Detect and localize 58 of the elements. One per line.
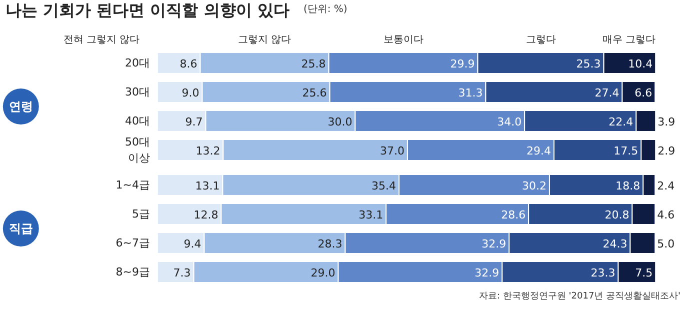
data-label: 28.6 [501,208,526,222]
data-label: 22.4 [608,116,634,128]
data-label: 23.3 [590,266,616,280]
series-label: 그렇지 않다 [238,34,292,46]
data-label: 35.4 [372,180,396,192]
data-label: 13.2 [196,144,220,158]
series-label: 매우 그렇다 [602,34,656,46]
data-label: 8.6 [180,58,198,70]
data-label: 32.9 [474,266,500,280]
y-tick-label: 5급 [132,208,150,220]
y-tick-label: 6~7급 [116,236,150,250]
data-label: 7.5 [635,266,653,280]
text: 직급 [8,222,33,236]
text: 자료: 한국행정연구원 '2017년 공직생활실태조사' [479,292,680,302]
data-label: 2.4 [657,180,675,192]
data-label: 29.0 [310,266,336,280]
data-label: 7.3 [173,266,191,280]
data-label: 25.6 [302,86,327,100]
y-tick-label: 40대 [124,114,150,128]
data-label: 31.3 [458,86,483,100]
data-label: 6.6 [634,86,652,100]
data-label: 32.9 [482,238,506,250]
text: 연령 [8,100,33,114]
data-label: 2.9 [658,144,676,158]
data-label: 25.3 [576,58,601,70]
data-label: 20.8 [604,208,630,222]
data-label: 3.9 [658,116,676,128]
data-label: 4.6 [657,208,675,222]
data-label: 37.0 [380,144,405,158]
y-tick-label: 30대 [124,86,150,98]
data-label: 29.9 [450,58,475,70]
data-label: 25.8 [301,58,326,70]
data-label: 10.4 [628,58,653,70]
data-label: 12.8 [194,208,218,222]
data-label: 30.0 [328,116,352,128]
data-label: 29.4 [526,144,551,158]
y-tick-label: 20대 [124,56,150,70]
data-label: 9.7 [185,116,203,128]
data-label: 27.4 [594,86,620,100]
data-label: 5.0 [657,238,675,250]
data-label: 30.2 [522,180,546,192]
data-label: 24.3 [602,238,628,250]
series-label: 보통이다 [383,34,424,46]
data-label: 9.4 [184,238,202,250]
series-label: 그렇다 [526,34,556,46]
data-label: 17.5 [614,144,638,158]
series-label: 전혀 그렇지 않다 [63,34,140,46]
data-label: 34.0 [497,116,522,128]
chart-title: 나는 기회가 된다면 이직할 의향이 있다 [5,0,290,20]
y-tick-label: 1~4급 [116,178,150,192]
data-label: 13.1 [195,180,220,192]
y-tick-label: 50대 이상 [124,136,150,164]
data-label: 28.3 [318,238,342,250]
data-label: 33.1 [358,208,384,222]
data-label: 18.8 [616,180,640,192]
data-label: 9.0 [182,86,200,100]
y-tick-label: 8~9급 [116,266,150,278]
chart-subtitle: (단위: %) [303,4,348,15]
